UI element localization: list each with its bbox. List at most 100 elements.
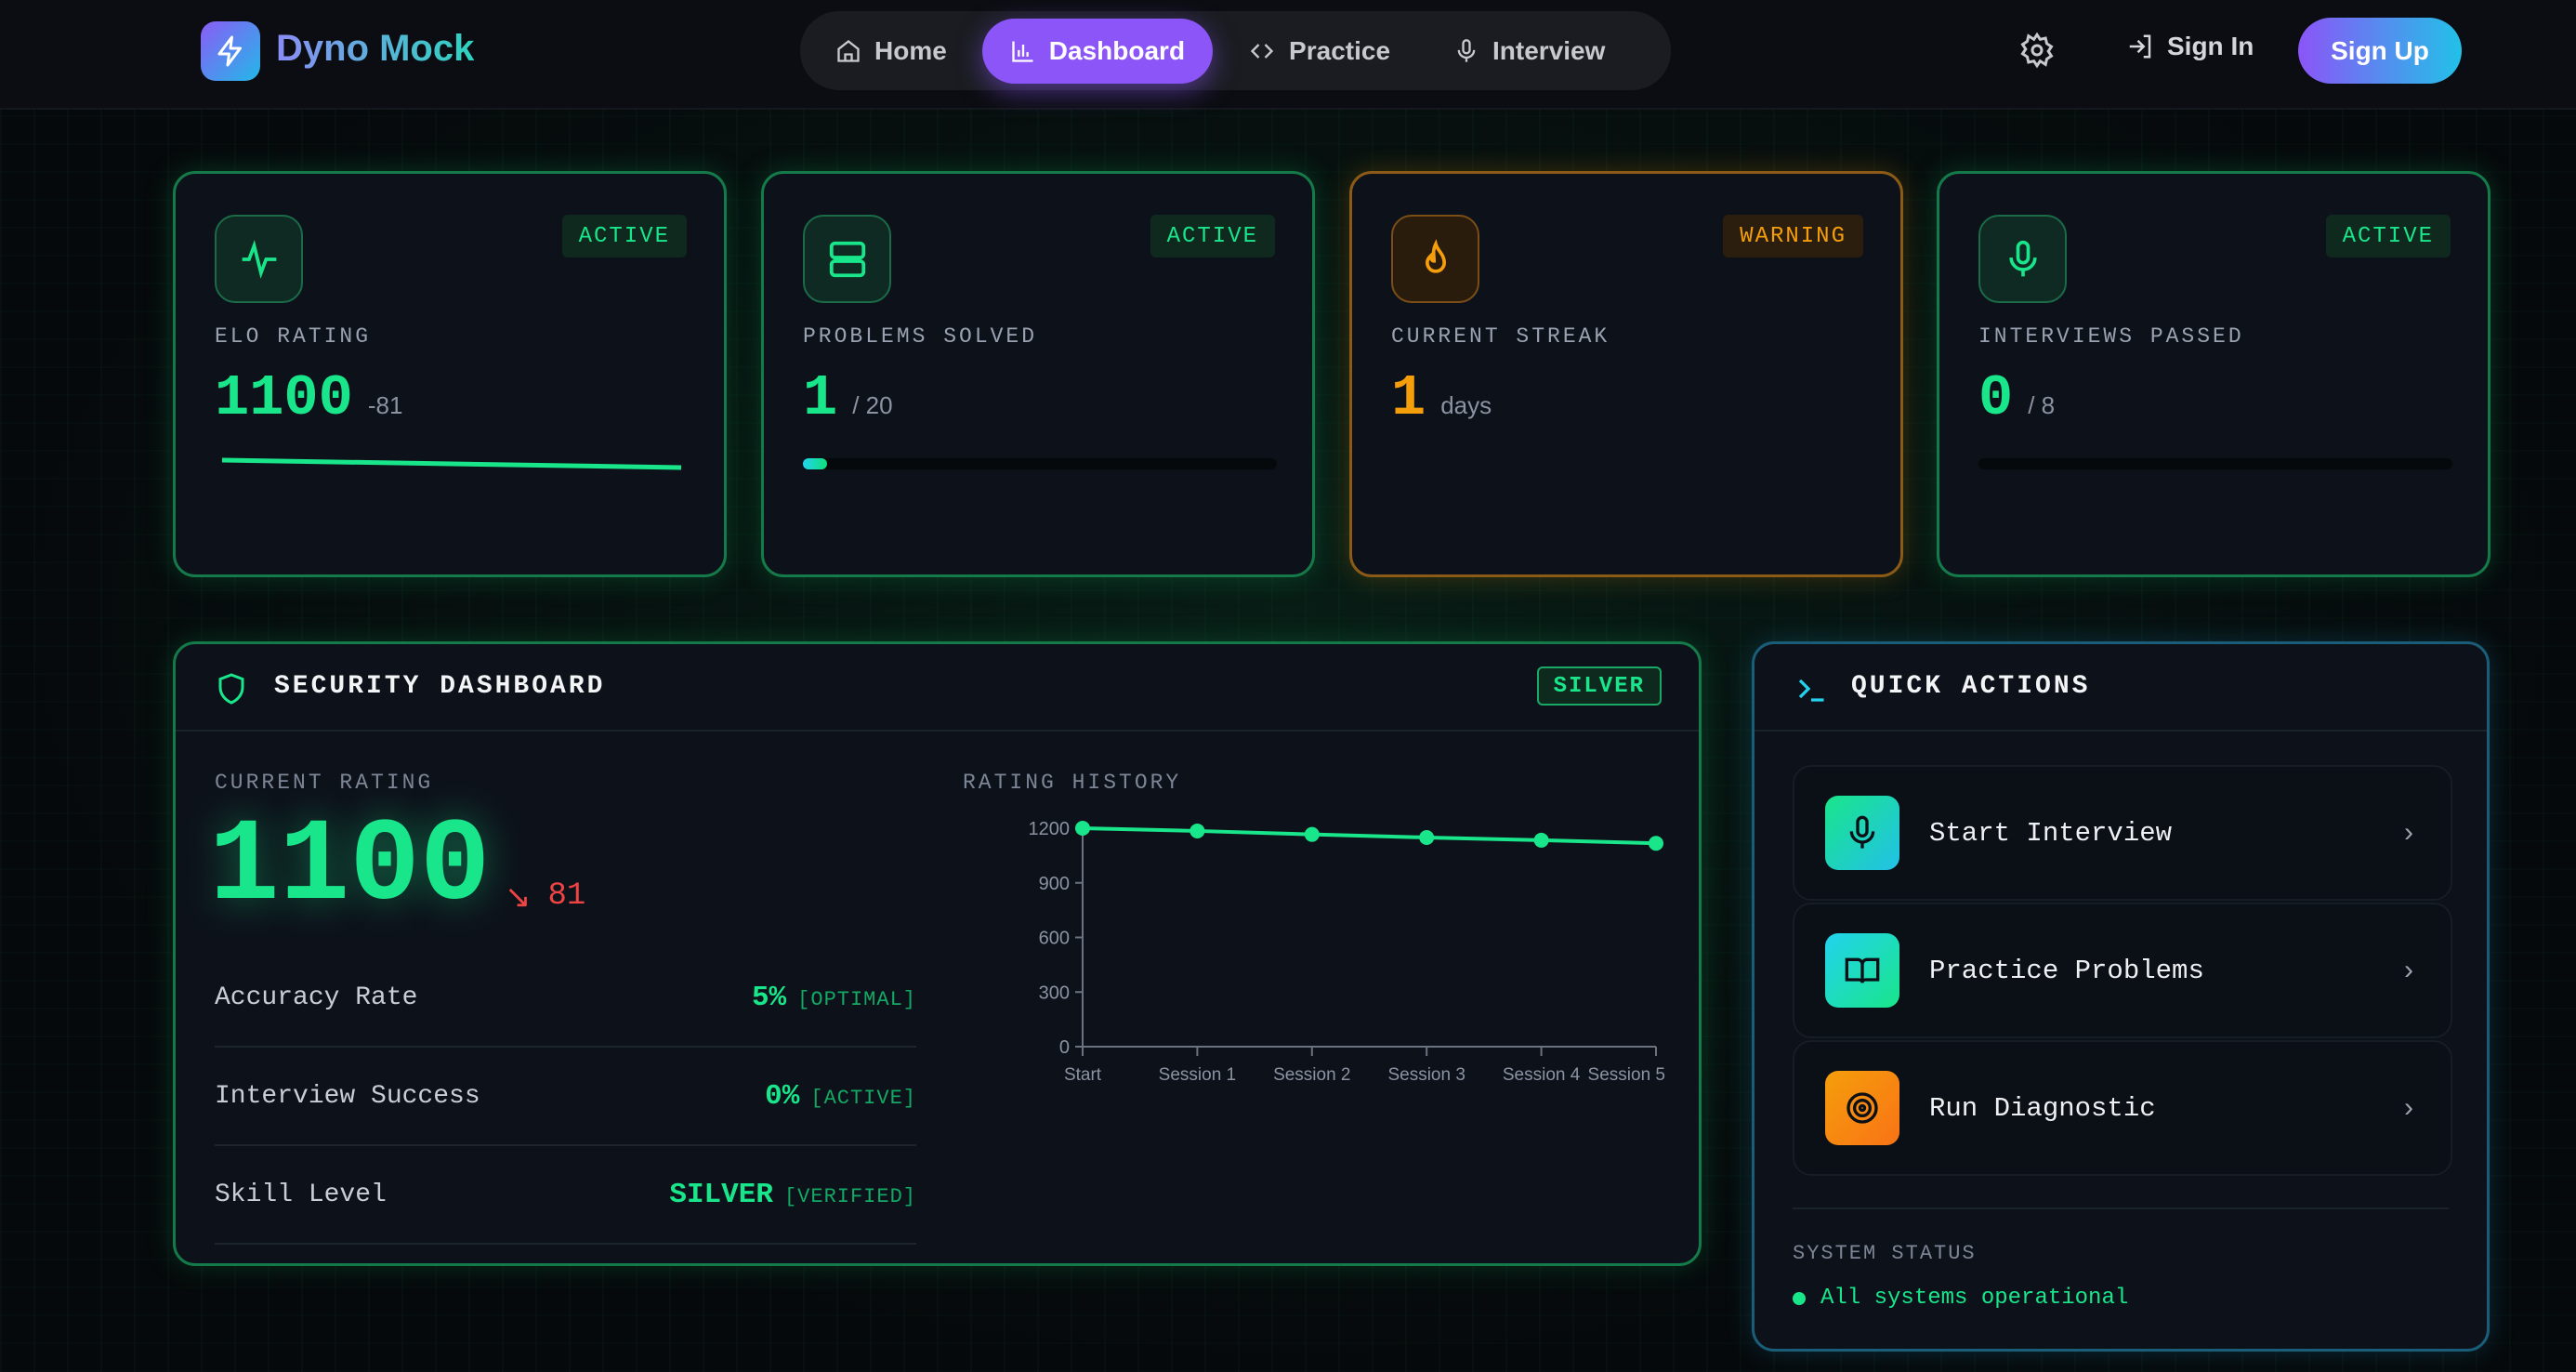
mic-icon (1825, 796, 1899, 870)
stat-value: 1 (803, 365, 838, 431)
quick-action-label: Run Diagnostic (1929, 1092, 2156, 1124)
nav-practice-label: Practice (1289, 35, 1391, 65)
data-point (1419, 829, 1435, 845)
system-status-label: SYSTEM STATUS (1793, 1242, 1977, 1265)
metric-label: Skill Level (215, 1180, 387, 1209)
code-icon (1250, 43, 1274, 59)
login-icon (2129, 34, 2151, 59)
brand-name[interactable]: Dyno Mock (276, 28, 475, 69)
current-rating-label: CURRENT RATING (215, 771, 434, 795)
nav-pill: Home Dashboard Practice Interview (800, 11, 1671, 90)
rating-line (1082, 826, 1657, 846)
rating-change-value: 81 (547, 878, 586, 914)
target-icon (1825, 1071, 1899, 1145)
stat-card-interviews: ACTIVE INTERVIEWS PASSED 0 / 8 (1937, 171, 2491, 577)
status-badge: ACTIVE (2325, 215, 2451, 257)
terminal-icon (1798, 679, 1824, 702)
y-tick-label: 300 (1039, 983, 1070, 1003)
top-nav: Dyno Mock Home Dashboard Practice Interv… (0, 0, 2576, 110)
nav-dashboard-label: Dashboard (1048, 35, 1186, 65)
chevron-right-icon: › (2404, 1092, 2413, 1123)
metric-label: Interview Success (215, 1081, 480, 1111)
stat-value: 1 (1391, 365, 1426, 431)
y-tick-label: 0 (1059, 1037, 1070, 1058)
nav-home[interactable]: Home (808, 19, 975, 84)
system-status: All systems operational (1793, 1286, 2128, 1311)
nav-home-label: Home (874, 35, 947, 65)
data-point (1075, 821, 1090, 836)
status-badge: ACTIVE (1150, 215, 1275, 257)
sign-in-label: Sign In (2167, 32, 2254, 60)
stat-value: 1100 (215, 365, 353, 431)
y-tick-label: 900 (1039, 874, 1070, 894)
data-point (1304, 826, 1320, 842)
nav-practice[interactable]: Practice (1220, 19, 1418, 84)
rank-badge: SILVER (1536, 666, 1662, 706)
activity-icon (215, 215, 303, 303)
logo-bolt-icon[interactable] (201, 21, 260, 81)
nav-interview[interactable]: Interview (1426, 19, 1633, 84)
stat-sub: -81 (367, 391, 403, 419)
trend-down-icon: ↘ (505, 879, 532, 915)
metric-row: Accuracy Rate 5% [OPTIMAL] (215, 949, 916, 1048)
y-tick-label: 1200 (1029, 819, 1071, 839)
server-icon (803, 215, 891, 303)
quick-action-start-interview[interactable]: Start Interview › (1793, 765, 2452, 901)
status-badge: ACTIVE (561, 215, 687, 257)
rating-history-chart: 0 300 600 900 1200 Start Session 1 Session 2 Ses… (1029, 819, 1666, 1085)
stat-card-streak: WARNING CURRENT STREAK 1 days (1349, 171, 1903, 577)
metric-label: Accuracy Rate (215, 983, 418, 1012)
divider (1755, 730, 2487, 732)
panel-title: SECURITY DASHBOARD (274, 672, 606, 701)
interviews-progress-bar (1978, 458, 2452, 469)
x-tick-label: Session 1 (1159, 1065, 1236, 1085)
divider (1793, 1207, 2449, 1209)
stat-sub: / 20 (852, 391, 893, 419)
x-tick-label: Session 3 (1387, 1065, 1465, 1085)
nav-dashboard[interactable]: Dashboard (981, 18, 1214, 84)
metric-value: SILVER (669, 1178, 773, 1211)
system-status-text: All systems operational (1820, 1286, 2129, 1311)
quick-action-run-diagnostic[interactable]: Run Diagnostic › (1793, 1040, 2452, 1176)
chevron-right-icon: › (2404, 955, 2413, 985)
metric-tag: [VERIFIED] (783, 1184, 916, 1208)
quick-action-label: Practice Problems (1929, 955, 2204, 986)
x-tick-label: Session 2 (1273, 1065, 1350, 1085)
stat-value: 0 (1978, 365, 2014, 431)
metric-value: 5% (751, 981, 787, 1014)
data-point (1649, 836, 1663, 851)
sign-up-button[interactable]: Sign Up (2298, 18, 2462, 84)
flame-icon (1391, 215, 1479, 303)
x-tick-label: Session 4 (1503, 1065, 1581, 1085)
metric-tag: [OPTIMAL] (797, 987, 916, 1011)
stat-label: INTERVIEWS PASSED (1978, 324, 2244, 349)
book-open-icon (1825, 933, 1899, 1008)
elo-sparkline (222, 457, 682, 470)
y-tick-label: 600 (1039, 929, 1070, 949)
data-point (1533, 832, 1549, 848)
stat-card-elo: ACTIVE ELO RATING 1100 -81 (173, 171, 727, 577)
stat-label: CURRENT STREAK (1391, 324, 1610, 349)
data-point (1189, 823, 1205, 838)
home-icon (837, 39, 860, 62)
x-tick-label: Start (1064, 1065, 1102, 1085)
stat-sub: / 8 (2028, 391, 2056, 419)
quick-action-label: Start Interview (1929, 817, 2173, 849)
current-rating-value: 1100 (209, 800, 491, 933)
metric-row: Interview Success 0% [ACTIVE] (215, 1048, 916, 1146)
quick-action-practice-problems[interactable]: Practice Problems › (1793, 903, 2452, 1038)
chevron-right-icon: › (2404, 817, 2413, 848)
status-badge: WARNING (1723, 215, 1863, 257)
nav-interview-label: Interview (1492, 35, 1606, 65)
stat-sub: days (1440, 391, 1492, 419)
x-tick-label: Session 5 (1588, 1065, 1665, 1085)
divider (176, 730, 1699, 732)
security-dashboard-panel: SECURITY DASHBOARD SILVER CURRENT RATING… (173, 641, 1702, 1266)
panel-title: QUICK ACTIONS (1851, 672, 2091, 701)
metric-row: Skill Level SILVER [VERIFIED] (215, 1146, 916, 1245)
sign-in-button[interactable]: Sign In (2126, 32, 2254, 61)
rating-change: ↘ 81 (505, 878, 585, 916)
stat-label: PROBLEMS SOLVED (803, 324, 1038, 349)
settings-gear-icon[interactable] (2018, 32, 2056, 73)
bar-chart-icon (1012, 41, 1033, 62)
